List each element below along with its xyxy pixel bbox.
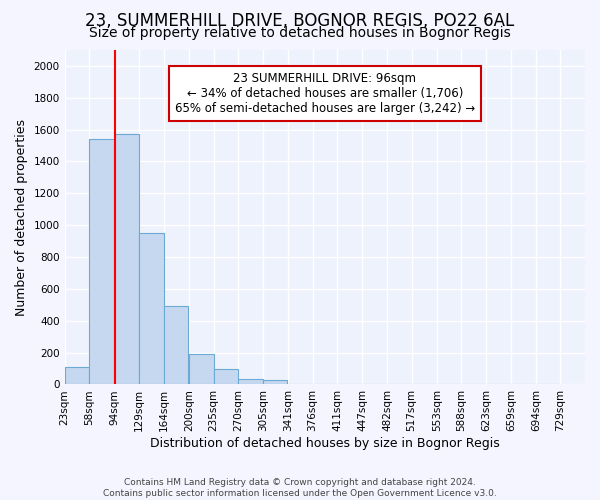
Bar xyxy=(89,139,114,384)
Text: Size of property relative to detached houses in Bognor Regis: Size of property relative to detached ho… xyxy=(89,26,511,40)
Bar xyxy=(65,367,89,384)
Bar xyxy=(115,134,139,384)
Bar xyxy=(238,379,263,384)
Bar xyxy=(263,380,287,384)
Bar xyxy=(214,368,238,384)
Y-axis label: Number of detached properties: Number of detached properties xyxy=(15,118,28,316)
Text: 23, SUMMERHILL DRIVE, BOGNOR REGIS, PO22 6AL: 23, SUMMERHILL DRIVE, BOGNOR REGIS, PO22… xyxy=(85,12,515,30)
X-axis label: Distribution of detached houses by size in Bognor Regis: Distribution of detached houses by size … xyxy=(150,437,500,450)
Bar xyxy=(164,306,188,384)
Text: Contains HM Land Registry data © Crown copyright and database right 2024.
Contai: Contains HM Land Registry data © Crown c… xyxy=(103,478,497,498)
Text: 23 SUMMERHILL DRIVE: 96sqm
← 34% of detached houses are smaller (1,706)
65% of s: 23 SUMMERHILL DRIVE: 96sqm ← 34% of deta… xyxy=(175,72,475,114)
Bar xyxy=(139,233,164,384)
Bar xyxy=(189,354,214,384)
